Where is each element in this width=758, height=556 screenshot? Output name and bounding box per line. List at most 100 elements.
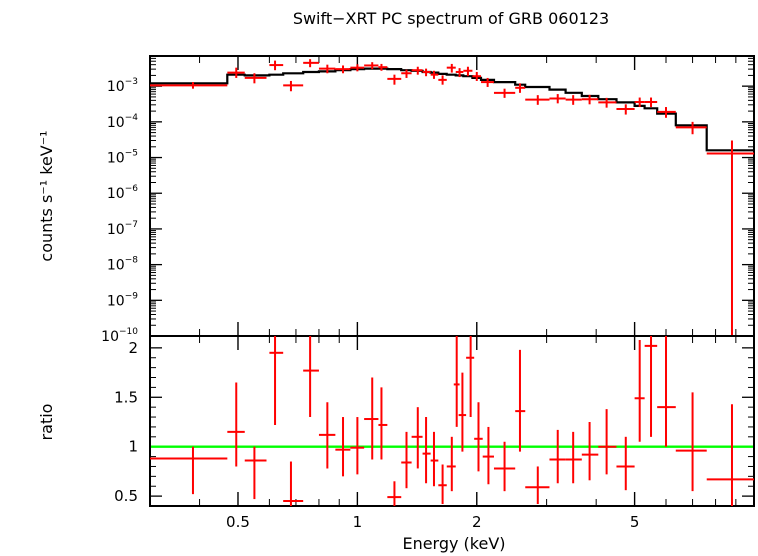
data-point (472, 71, 482, 81)
y-tick-exponent: −8 (125, 256, 139, 266)
data-point (269, 60, 284, 71)
upper-panel-frame (149, 55, 755, 337)
ratio-point (616, 436, 635, 491)
chart-title: Swift−XRT PC spectrum of GRB 060123 (293, 9, 609, 28)
data-point (446, 63, 456, 73)
data-point (150, 82, 228, 89)
y-tick-exponent: −7 (125, 220, 138, 230)
y-tick-label: 10−8 (107, 256, 138, 274)
spectrum-data-points (150, 59, 754, 336)
x-tick-label: 5 (630, 513, 640, 531)
ratio-point (227, 382, 245, 467)
y-tick-label: 0.5 (114, 487, 138, 505)
ratio-point (466, 336, 475, 418)
y-tick-exponent: −6 (125, 184, 139, 194)
lower-y-axis-label: ratio (37, 404, 56, 441)
ratio-point (644, 336, 658, 437)
x-tick-label: 1 (353, 513, 363, 531)
ratio-point (657, 336, 676, 447)
y-tick-exponent: −4 (125, 113, 139, 123)
ratio-point (598, 409, 617, 475)
data-point (318, 64, 336, 74)
data-point (706, 140, 754, 336)
model-histogram (150, 67, 754, 152)
data-point (463, 66, 473, 77)
y-tick-mantissa: 10 (107, 151, 125, 167)
y-tick-label: 10−9 (107, 291, 138, 309)
y-tick-label: 2 (128, 339, 138, 357)
ratio-point (303, 336, 319, 418)
data-point (616, 104, 635, 115)
lower-panel: 0.5 1 1.5 2 0.5 1 2 5 ratio Energy (keV) (37, 335, 755, 553)
y-tick-label: 10−5 (107, 149, 138, 167)
ratio-point (150, 446, 228, 495)
data-point (378, 63, 388, 71)
ratio-point (565, 431, 582, 484)
data-point (549, 94, 566, 104)
ratio-point (283, 461, 304, 506)
data-point (493, 88, 516, 98)
ratio-point (581, 421, 599, 481)
y-tick-label: 1 (128, 438, 138, 456)
y-tick-label: 10−10 (101, 327, 138, 345)
ratio-point (675, 392, 707, 492)
y-tick-label: 10−3 (107, 77, 138, 95)
data-point (227, 67, 245, 78)
ratio-point (706, 404, 754, 506)
ratio-point (387, 481, 402, 506)
ratio-point (244, 446, 267, 500)
ratio-point (446, 436, 456, 492)
data-point (515, 83, 526, 93)
y-tick-exponent: −9 (125, 291, 139, 301)
ratio-point (335, 417, 351, 477)
data-point (565, 95, 582, 105)
data-point (244, 73, 267, 84)
data-point (303, 59, 319, 68)
data-point (438, 75, 447, 85)
data-point (644, 97, 658, 108)
ratio-point (525, 466, 550, 505)
ratio-point (474, 402, 483, 472)
ratio-point (318, 402, 336, 469)
ratio-data-points (150, 336, 754, 506)
data-point (481, 77, 494, 87)
y-tick-mantissa: 10 (107, 79, 125, 95)
ratio-point (269, 336, 284, 425)
y-tick-label: 10−4 (107, 113, 138, 131)
y-tick-mantissa: 10 (107, 115, 125, 131)
data-point (350, 64, 365, 72)
ratio-point (350, 417, 365, 475)
ratio-point (549, 429, 566, 484)
ratio-point (422, 417, 431, 484)
ratio-point (364, 377, 379, 460)
ratio-point (378, 387, 388, 460)
x-tick-label: 2 (472, 513, 482, 531)
x-axis-label: Energy (keV) (402, 534, 505, 553)
upper-y-axis-label: counts s⁻¹ keV⁻¹ (37, 130, 56, 261)
data-point (525, 95, 550, 105)
ratio-point (401, 431, 412, 489)
y-tick-label: 10−7 (107, 220, 138, 238)
data-point (675, 121, 707, 135)
upper-x-ticks (149, 56, 737, 336)
model-step-line (150, 67, 754, 152)
y-tick-mantissa: 10 (107, 293, 125, 309)
y-tick-mantissa: 10 (107, 258, 125, 274)
ratio-point (482, 426, 494, 485)
data-point (657, 107, 676, 118)
x-tick-label: 0.5 (226, 513, 250, 531)
y-tick-label: 10−6 (107, 184, 138, 202)
data-point (335, 65, 351, 74)
lower-y-ticks: 0.5 1 1.5 2 (114, 339, 754, 505)
data-point (598, 97, 617, 108)
data-point (430, 70, 439, 79)
lower-x-ticks: 0.5 1 2 5 (149, 336, 737, 531)
data-point (283, 80, 304, 92)
ratio-point (438, 464, 447, 505)
ratio-point (634, 339, 645, 442)
data-point (364, 62, 379, 70)
y-tick-mantissa: 10 (107, 186, 125, 202)
